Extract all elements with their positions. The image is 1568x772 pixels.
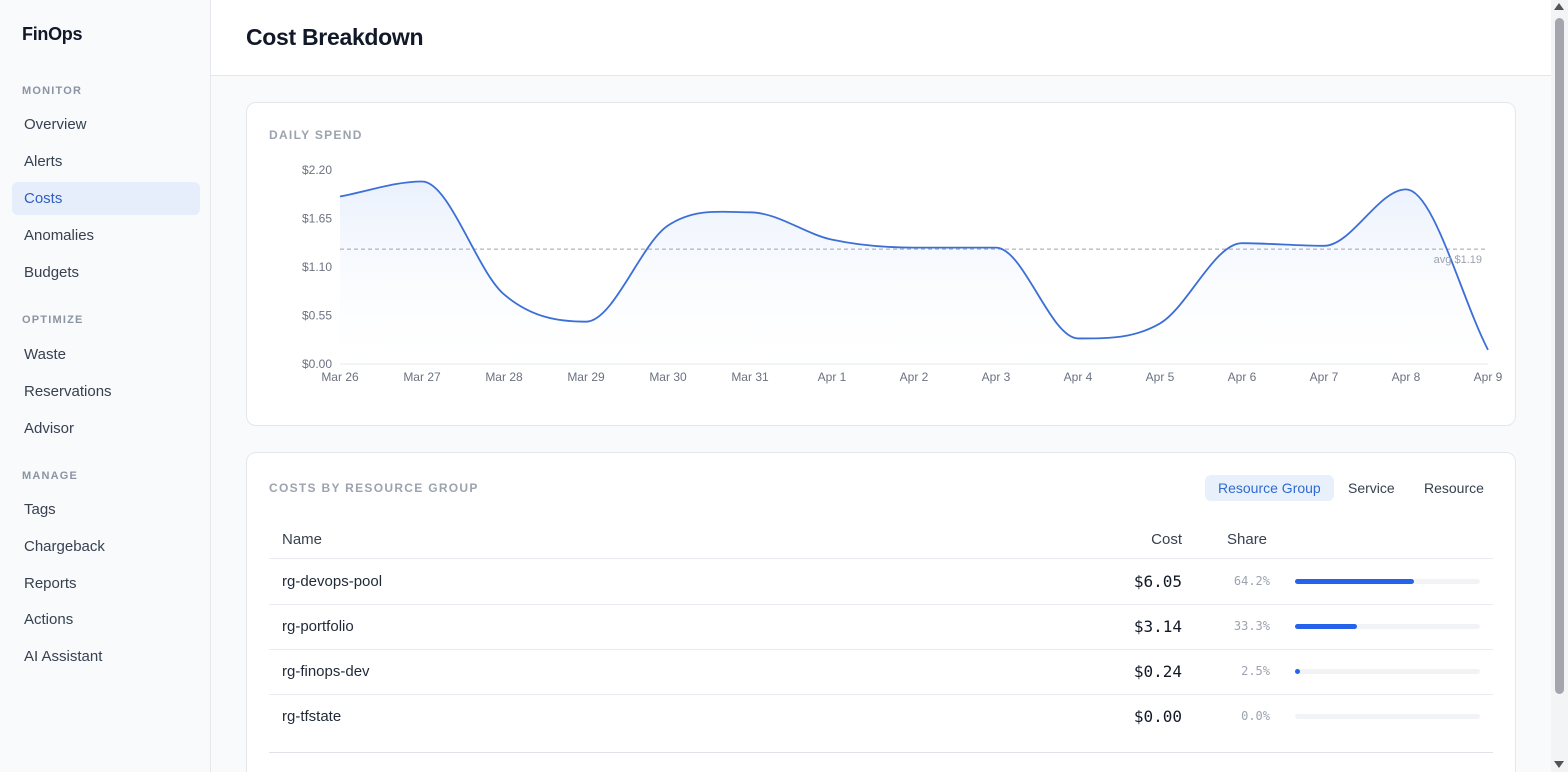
row-share: 0.0%: [1241, 709, 1270, 723]
row-cost: $3.14: [1133, 617, 1182, 636]
column-header-cost[interactable]: Cost: [1151, 531, 1182, 548]
page-scrollbar[interactable]: [1551, 0, 1568, 772]
row-divider: [269, 649, 1493, 650]
brand-logo[interactable]: FinOps: [22, 24, 83, 44]
sidebar-item-anomalies[interactable]: Anomalies: [24, 227, 95, 244]
average-label: avg $1.19: [1434, 254, 1482, 266]
x-tick-label: Apr 3: [982, 370, 1011, 384]
sidebar-item-reports[interactable]: Reports: [24, 575, 77, 592]
daily-spend-card: DAILY SPEND $0.00 $0.55 $1.10 $1.65 $2.20 Ma…: [246, 102, 1516, 426]
x-tick-label: Apr 6: [1228, 370, 1257, 384]
row-cost: $0.00: [1133, 707, 1182, 726]
sidebar-item-tags[interactable]: Tags: [24, 501, 56, 518]
column-header-share[interactable]: Share: [1227, 531, 1268, 548]
x-tick-label: Apr 2: [900, 370, 929, 384]
spend-line: [339, 180, 1489, 351]
share-bar-fill: [1295, 624, 1357, 629]
page-title: Cost Breakdown: [246, 24, 424, 50]
row-name: rg-tfstate: [282, 708, 342, 725]
tab-service[interactable]: Service: [1348, 480, 1395, 496]
x-tick-label: Mar 30: [649, 370, 687, 384]
sidebar-item-advisor[interactable]: Advisor: [24, 420, 75, 437]
costs-by-resource-group-card: COSTS BY RESOURCE GROUP Resource Group S…: [246, 452, 1516, 772]
row-name: rg-devops-pool: [282, 573, 383, 590]
x-tick-label: Apr 5: [1146, 370, 1175, 384]
table-row[interactable]: rg-devops-pool $6.05 64.2%: [269, 559, 1493, 604]
scrollbar-thumb[interactable]: [1555, 18, 1564, 694]
sidebar-item-alerts[interactable]: Alerts: [24, 153, 63, 170]
row-divider: [269, 694, 1493, 695]
x-tick-label: Mar 29: [567, 370, 605, 384]
section-label-manage: MANAGE: [22, 470, 79, 482]
x-tick-label: Apr 7: [1310, 370, 1339, 384]
x-tick-label: Mar 31: [731, 370, 769, 384]
sidebar-item-waste[interactable]: Waste: [24, 346, 66, 363]
x-tick-label: Apr 9: [1474, 370, 1503, 384]
x-tick-label: Mar 27: [403, 370, 441, 384]
scroll-down-arrow-icon[interactable]: [1554, 761, 1564, 768]
row-cost: $0.24: [1133, 662, 1182, 681]
share-bar-track: [1295, 624, 1480, 629]
x-tick-label: Mar 28: [485, 370, 523, 384]
section-label-monitor: MONITOR: [22, 85, 83, 97]
tab-resource[interactable]: Resource: [1424, 480, 1484, 496]
x-tick-label: Apr 8: [1392, 370, 1421, 384]
x-tick-label: Mar 26: [321, 370, 359, 384]
y-tick-label: $2.20: [302, 163, 332, 177]
row-share: 33.3%: [1233, 619, 1270, 633]
y-tick-label: $1.65: [302, 212, 332, 226]
x-tick-label: Apr 1: [818, 370, 847, 384]
costs-table-title: COSTS BY RESOURCE GROUP: [269, 481, 479, 495]
x-tick-label: Apr 4: [1064, 370, 1093, 384]
share-bar-track: [1295, 579, 1480, 584]
row-divider: [269, 604, 1493, 605]
tab-resource-group[interactable]: Resource Group: [1205, 475, 1334, 501]
daily-spend-chart: $0.00 $0.55 $1.10 $1.65 $2.20 Mar 26 Mar 27 Ma…: [302, 163, 1503, 384]
row-name: rg-finops-dev: [282, 663, 370, 680]
row-share: 2.5%: [1241, 664, 1270, 678]
section-label-optimize: OPTIMIZE: [22, 314, 84, 326]
column-header-name[interactable]: Name: [282, 531, 323, 548]
sidebar-item-chargeback[interactable]: Chargeback: [24, 538, 105, 555]
y-tick-label: $0.00: [302, 357, 332, 371]
sidebar-item-overview[interactable]: Overview: [24, 116, 87, 133]
spend-area: [340, 181, 1488, 364]
table-row[interactable]: rg-tfstate $0.00 0.0%: [269, 694, 1493, 739]
sidebar: FinOps MONITOR Overview Alerts Costs Ano…: [0, 0, 211, 772]
share-bar-fill: [1295, 579, 1414, 584]
y-tick-label: $1.10: [302, 260, 332, 274]
row-name: rg-portfolio: [282, 618, 354, 635]
sidebar-item-ai-assistant[interactable]: AI Assistant: [24, 648, 103, 665]
sidebar-item-costs[interactable]: Costs: [12, 182, 200, 215]
daily-spend-title: DAILY SPEND: [269, 128, 363, 142]
share-bar-track: [1295, 669, 1480, 674]
table-header-divider: [269, 558, 1493, 559]
share-bar-track: [1295, 714, 1480, 719]
sidebar-item-actions[interactable]: Actions: [24, 611, 74, 628]
table-row[interactable]: rg-finops-dev $0.24 2.5%: [269, 649, 1493, 694]
row-share: 64.2%: [1233, 574, 1270, 588]
table-footer-divider: [269, 752, 1493, 753]
table-row[interactable]: rg-portfolio $3.14 33.3%: [269, 604, 1493, 649]
share-bar-fill: [1295, 669, 1300, 674]
sidebar-item-reservations[interactable]: Reservations: [24, 383, 112, 400]
row-cost: $6.05: [1133, 572, 1182, 591]
sidebar-item-budgets[interactable]: Budgets: [24, 264, 80, 281]
page-header: Cost Breakdown: [211, 0, 1551, 76]
main-content: Cost Breakdown DAILY SPEND $0.00 $0.55 $1.…: [211, 0, 1551, 772]
scroll-up-arrow-icon[interactable]: [1554, 3, 1564, 10]
y-tick-label: $0.55: [302, 309, 332, 323]
